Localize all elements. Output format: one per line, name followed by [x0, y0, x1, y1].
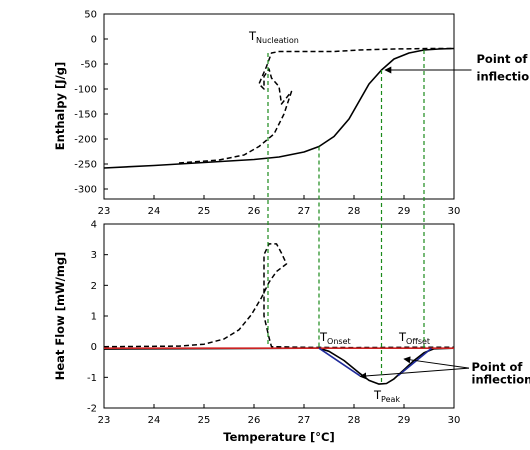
- heat-flow-series-solid-line: [103, 347, 455, 385]
- heat-flow-x-tick-label: 28: [348, 415, 361, 426]
- heat-flow-series: [103, 243, 455, 385]
- heat-flow-x-ticks: 23 24 25 26 27 28 29 30: [98, 404, 461, 426]
- enthalpy-x-tick-label: 28: [348, 206, 361, 217]
- heat-flow-annotation-text: inflection: [472, 372, 530, 386]
- enthalpy-y-tick-label: 0: [91, 35, 97, 46]
- enthalpy-y-tick-label: -200: [74, 135, 97, 146]
- enthalpy-y-tick-label: -300: [74, 185, 97, 196]
- heat-flow-t-label: TOnset: [319, 330, 351, 346]
- enthalpy-y-ticks: 50 0 -50 -100 -150 -200 -250 -300: [74, 10, 108, 196]
- enthalpy-x-tick-label: 23: [98, 206, 111, 217]
- enthalpy-annotation-text: inflection: [477, 70, 530, 84]
- enthalpy-y-tick-label: -150: [74, 110, 97, 121]
- heat-flow-y-tick-label: -1: [87, 373, 97, 384]
- enthalpy-x-tick-label: 26: [248, 206, 261, 217]
- heat-flow-x-tick-label: 23: [98, 415, 111, 426]
- enthalpy-y-axis-label: Enthalpy [J/g]: [53, 62, 67, 150]
- heat-flow-t-label: TOffset: [398, 330, 430, 346]
- enthalpy-x-tick-label: 27: [298, 206, 311, 217]
- heat-flow-annotation-arrow: [403, 356, 470, 369]
- enthalpy-plot-frame: [103, 13, 455, 200]
- enthalpy-y-tick-label: -100: [74, 85, 97, 96]
- enthalpy-annotations: TNucleation Point of inflection: [248, 29, 530, 84]
- heat-flow-t-label: TPeak: [373, 388, 400, 404]
- heat-flow-x-tick-label: 29: [398, 415, 411, 426]
- enthalpy-x-ticks: 23 24 25 26 27 28 29 30: [98, 195, 461, 217]
- heat-flow-y-tick-label: -2: [87, 404, 97, 415]
- heat-flow-x-tick-label: 25: [198, 415, 211, 426]
- heat-flow-y-ticks: 4 3 2 1 0 -1 -2: [87, 220, 108, 415]
- enthalpy-series: [103, 47, 455, 169]
- enthalpy-y-tick-label: -250: [74, 160, 97, 171]
- enthalpy-series-dashed-line: [178, 47, 454, 164]
- enthalpy-x-tick-label: 29: [398, 206, 411, 217]
- enthalpy-x-tick-label: 25: [198, 206, 211, 217]
- heat-flow-series-solid-line: [397, 347, 433, 377]
- heat-flow-x-tick-label: 27: [298, 415, 311, 426]
- heat-flow-x-tick-label: 24: [148, 415, 161, 426]
- enthalpy-y-tick-label: -50: [81, 60, 97, 71]
- heat-flow-series-solid-line: [318, 347, 361, 377]
- heat-flow-y-tick-label: 1: [91, 312, 97, 323]
- enthalpy-panel: 23 24 25 26 27 28 29 30 50 0 -50 -100 -150 -200 -250 -…: [53, 10, 530, 218]
- enthalpy-series-solid-line: [103, 47, 455, 169]
- enthalpy-annotation-text: Point of: [477, 52, 529, 66]
- heat-flow-y-tick-label: 0: [91, 342, 97, 353]
- heat-flow-y-tick-label: 3: [91, 250, 97, 261]
- enthalpy-t-label: TNucleation: [248, 29, 299, 45]
- enthalpy-y-tick-label: 50: [84, 10, 97, 21]
- heat-flow-x-tick-label: 26: [248, 415, 261, 426]
- enthalpy-x-tick-label: 24: [148, 206, 161, 217]
- heat-flow-y-axis-label: Heat Flow [mW/mg]: [53, 252, 67, 381]
- heat-flow-annotation-arrow: [359, 367, 470, 380]
- guide-lines: [267, 50, 425, 385]
- x-axis-label: Temperature [°C]: [223, 430, 334, 444]
- heat-flow-x-tick-label: 30: [448, 415, 461, 426]
- heat-flow-annotation-text: Point of: [472, 360, 524, 374]
- heat-flow-panel: 23 24 25 26 27 28 29 30 4 3 2 1 0 -1 -2 TOnset TOffset…: [53, 220, 530, 445]
- heat-flow-series-dashed-line: [103, 243, 454, 349]
- heat-flow-y-tick-label: 4: [91, 220, 97, 231]
- heat-flow-plot-frame: [103, 223, 455, 409]
- enthalpy-x-tick-label: 30: [448, 206, 461, 217]
- heat-flow-y-tick-label: 2: [91, 281, 97, 292]
